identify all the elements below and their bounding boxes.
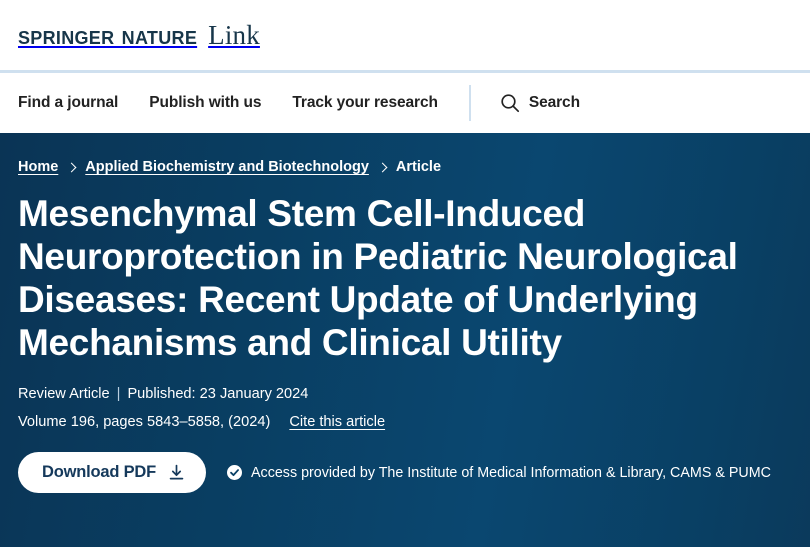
chevron-right-icon — [377, 162, 388, 172]
cite-this-article-link[interactable]: Cite this article — [289, 414, 386, 430]
search-button-label: Search — [528, 94, 580, 111]
download-pdf-button[interactable]: Download PDF — [18, 452, 207, 493]
masthead-divider — [0, 70, 810, 73]
springer-nature-link-logo[interactable]: Springer Nature Link — [18, 20, 260, 51]
logo-springer-nature-text: Springer Nature — [18, 21, 198, 50]
access-provided-text: Access provided by The Institute of Medi… — [251, 464, 771, 481]
access-provided-note: Access provided by The Institute of Medi… — [227, 465, 771, 481]
article-meta-line: Review Article | Published: 23 January 2… — [18, 386, 792, 402]
nav-item-list: Find a journal Publish with us Track you… — [18, 85, 580, 121]
primary-navigation: Find a journal Publish with us Track you… — [0, 73, 810, 133]
breadcrumb-item-home[interactable]: Home — [18, 159, 59, 175]
search-button[interactable]: Search — [500, 93, 580, 113]
nav-item-publish-with-us[interactable]: Publish with us — [149, 94, 262, 111]
breadcrumb: Home Applied Biochemistry and Biotechnol… — [18, 159, 792, 175]
published-date: Published: 23 January 2024 — [127, 386, 309, 402]
logo-link-text: Link — [208, 19, 260, 50]
download-icon — [168, 464, 185, 481]
download-pdf-label: Download PDF — [42, 463, 157, 481]
nav-item-find-a-journal[interactable]: Find a journal — [18, 94, 119, 111]
meta-separator: | — [116, 386, 121, 402]
check-circle-icon — [227, 465, 243, 480]
nav-item-track-your-research[interactable]: Track your research — [292, 94, 438, 111]
nav-divider — [468, 85, 471, 121]
site-masthead: Springer Nature Link — [0, 0, 810, 70]
article-actions: Download PDF Access provided by — [18, 452, 792, 493]
article-hero: Home Applied Biochemistry and Biotechnol… — [0, 133, 810, 547]
breadcrumb-item-journal[interactable]: Applied Biochemistry and Biotechnology — [85, 159, 369, 175]
volume-pages-year: Volume 196, pages 5843–5858, (2024) — [18, 414, 271, 430]
article-type: Review Article — [18, 386, 110, 402]
article-volume-line: Volume 196, pages 5843–5858, (2024) Cite… — [18, 414, 792, 430]
chevron-right-icon — [66, 162, 77, 172]
page-title: Mesenchymal Stem Cell-Induced Neuroprote… — [18, 193, 738, 363]
search-icon — [500, 93, 520, 113]
breadcrumb-item-article: Article — [395, 159, 442, 175]
